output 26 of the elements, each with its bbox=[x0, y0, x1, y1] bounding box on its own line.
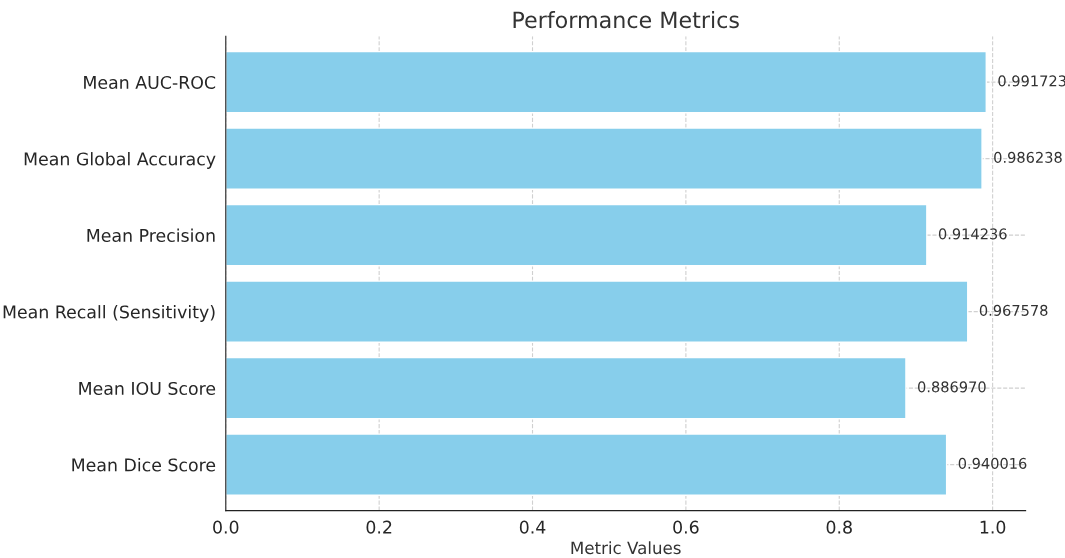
y-tick-label: Mean Global Accuracy bbox=[24, 152, 216, 169]
x-tick-label: 0.2 bbox=[366, 520, 392, 534]
y-tick-label: Mean Precision bbox=[87, 228, 215, 243]
y-tick-label: Mean AUC-ROC bbox=[84, 75, 216, 90]
data-label: 0.967578 bbox=[979, 304, 1048, 316]
x-tick-label: 0.0 bbox=[213, 520, 239, 534]
x-tick-label: 0.6 bbox=[673, 520, 699, 534]
bar bbox=[225, 280, 969, 343]
bar bbox=[225, 203, 928, 267]
data-label: 0.886970 bbox=[918, 381, 986, 393]
y-tick-label: Mean Recall (Sensitivity) bbox=[3, 305, 215, 322]
bar bbox=[225, 127, 983, 190]
data-label: 0.940016 bbox=[958, 457, 1027, 469]
data-label: 0.914236 bbox=[938, 228, 1007, 240]
y-tick-label: Mean Dice Score bbox=[72, 458, 216, 472]
chart-title: Performance Metrics bbox=[513, 11, 739, 29]
data-label: 0.986238 bbox=[994, 151, 1062, 163]
bar bbox=[225, 50, 987, 114]
bar bbox=[225, 433, 948, 496]
x-tick-label: 1.0 bbox=[980, 520, 1006, 534]
x-tick-label: 0.8 bbox=[826, 520, 852, 534]
data-label: 0.991723 bbox=[998, 75, 1065, 87]
x-axis-title: Metric Values bbox=[571, 541, 681, 555]
bar bbox=[225, 356, 907, 420]
x-tick-label: 0.4 bbox=[519, 520, 546, 534]
y-tick-label: Mean IOU Score bbox=[79, 381, 216, 396]
